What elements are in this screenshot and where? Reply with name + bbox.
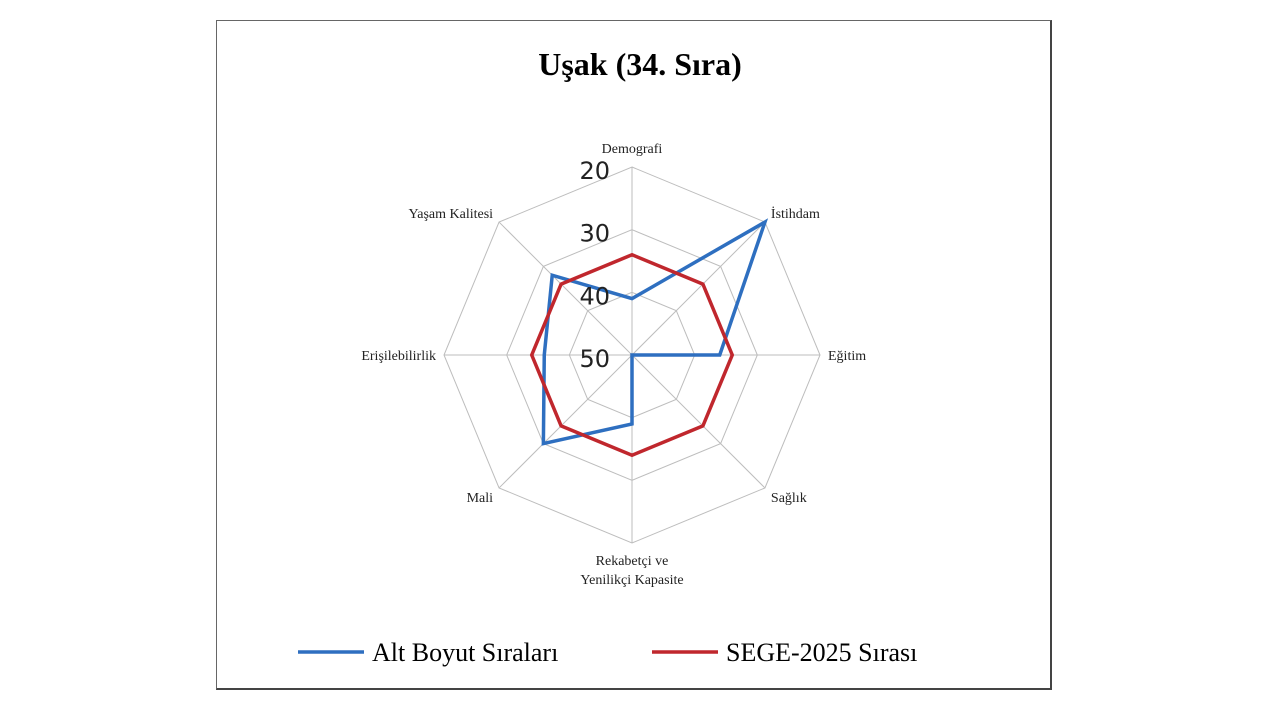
grid-spoke (631, 354, 766, 489)
axis-label: Yaşam Kalitesi (409, 207, 494, 222)
legend-label: SEGE-2025 Sırası (726, 638, 917, 667)
grid-spoke (631, 221, 766, 356)
tick-label: 50 (579, 345, 610, 373)
tick-label: 20 (579, 157, 610, 185)
axis-label: Sağlık (771, 491, 807, 506)
grid-spoke (498, 354, 633, 489)
tick-label: 40 (579, 282, 610, 310)
chart-title: Uşak (34. Sıra) (538, 46, 742, 82)
axis-label: Mali (467, 491, 494, 506)
legend-label: Alt Boyut Sıraları (372, 638, 558, 667)
grid-spoke (498, 221, 633, 356)
axis-label: Erişilebilirlik (361, 349, 436, 364)
chart-frame (216, 20, 1052, 690)
axis-label: Demografi (602, 142, 663, 157)
tick-label: 30 (579, 220, 610, 248)
axis-label: Rekabetçi ve (596, 554, 669, 569)
axis-label: Yenilikçi Kapasite (580, 573, 683, 588)
axis-label: Eğitim (828, 349, 866, 364)
axis-label: İstihdam (771, 206, 820, 222)
